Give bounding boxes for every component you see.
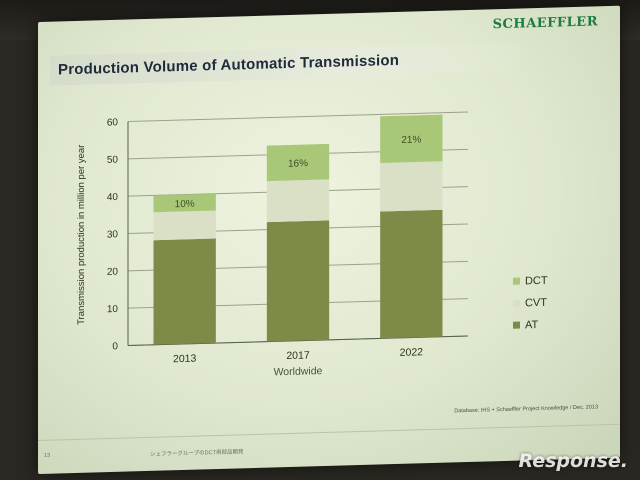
bar-at-2022 [380, 209, 443, 339]
brand-logo: SCHAEFFLER [492, 14, 598, 33]
bar-at-2013 [153, 238, 216, 345]
y-tick-label: 40 [107, 192, 119, 203]
watermark-logo: Response. [518, 450, 628, 472]
source-note: Database: IHS + Schaeffler Project Knowl… [454, 404, 598, 415]
footer-text: シェフラーグループのDCT用部品開発 [150, 449, 244, 458]
y-tick-label: 10 [107, 304, 119, 315]
legend-swatch-dct [513, 277, 520, 285]
bar-cvt-2017 [266, 179, 330, 223]
bar-cvt-2013 [153, 210, 216, 241]
x-tick-label: 2013 [173, 353, 197, 366]
dct-share-label: 16% [288, 158, 308, 170]
legend-label-cvt: CVT [525, 297, 547, 310]
stacked-bar-chart: 0 10 20 30 40 50 60 10% 2013 16% 2017 21% 2022 Worldw… [76, 111, 548, 378]
y-axis-label: Transmission production in million per y… [76, 145, 87, 326]
legend-swatch-at [513, 321, 520, 329]
gridline [128, 111, 468, 122]
y-tick-label: 50 [107, 155, 119, 166]
x-tick-label: 2017 [286, 349, 310, 362]
legend-label-dct: DCT [525, 275, 548, 288]
bar-dct-2022 [380, 114, 443, 163]
presentation-slide: Production Volume of Automatic Transmiss… [38, 5, 620, 475]
bar-at-2017 [266, 220, 330, 342]
x-tick-label: 2022 [400, 346, 424, 359]
dct-share-label: 21% [401, 134, 421, 146]
legend-label-at: AT [525, 319, 539, 331]
y-tick-label: 20 [107, 267, 119, 278]
y-tick-label: 60 [107, 117, 119, 128]
slide-title: Production Volume of Automatic Transmiss… [50, 42, 530, 86]
x-axis-label: Worldwide [274, 365, 323, 378]
y-tick-label: 30 [107, 229, 119, 240]
page-number: 13 [44, 452, 51, 459]
bar-dct-2017 [266, 143, 330, 182]
bar-dct-2013 [153, 193, 216, 213]
dct-share-label: 10% [175, 199, 195, 211]
legend-swatch-cvt [513, 299, 520, 307]
bar-cvt-2022 [380, 161, 443, 212]
y-tick-label: 0 [112, 341, 118, 352]
